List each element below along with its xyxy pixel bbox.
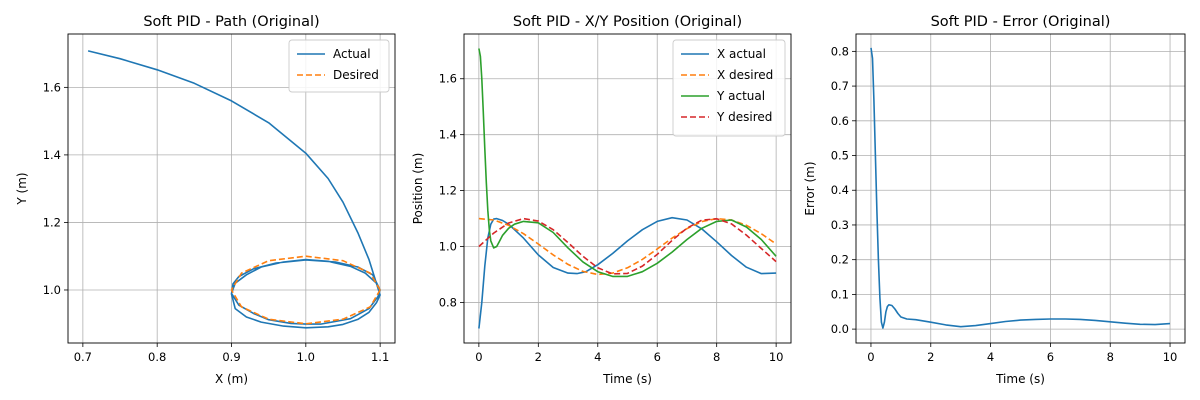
y-tick-label: 0.5 <box>831 149 849 163</box>
y-tick-label: 1.4 <box>439 128 457 142</box>
y-tick-label: 0.0 <box>831 322 849 336</box>
x-tick-label: 6 <box>654 350 661 364</box>
y-tick-label: 0.6 <box>831 114 849 128</box>
y-tick-label: 0.3 <box>831 218 849 232</box>
axes-frame <box>463 33 792 344</box>
y-tick-label: 1.6 <box>439 72 457 86</box>
x-axis-label: Time (s) <box>602 372 652 386</box>
x-axis-label: X (m) <box>215 372 248 386</box>
axes-frame <box>855 33 1186 344</box>
x-tick-label: 0.9 <box>222 350 240 364</box>
chart-path: Soft PID - Path (Original) X (m) Y (m) 0… <box>15 14 396 386</box>
legend-box <box>288 39 390 93</box>
y-tick-label: 0.8 <box>831 44 849 58</box>
y-tick-label: 1.0 <box>43 283 61 297</box>
x-tick-label: 4 <box>987 350 994 364</box>
legend-label: Y actual <box>716 89 765 103</box>
series-line <box>230 255 381 325</box>
x-tick-label: 8 <box>1107 350 1114 364</box>
chart-title: Soft PID - X/Y Position (Original) <box>513 14 742 30</box>
y-tick-label: 0.4 <box>831 183 849 197</box>
legend-label: X actual <box>717 47 766 61</box>
plot-area <box>87 50 381 329</box>
series-line <box>870 47 1171 329</box>
series-line <box>478 48 777 278</box>
chart-position: Soft PID - X/Y Position (Original) Time … <box>411 14 792 386</box>
x-axis-label: Time (s) <box>995 372 1045 386</box>
x-tick-label: 4 <box>594 350 601 364</box>
x-tick-label: 0.7 <box>74 350 92 364</box>
x-tick-label: 1.1 <box>371 350 389 364</box>
series-line <box>478 217 777 276</box>
chart-title: Soft PID - Error (Original) <box>931 14 1111 30</box>
legend: X actual X desired Y actual Y desired <box>672 39 786 137</box>
legend-box <box>672 39 786 137</box>
y-axis-label: Y (m) <box>15 172 29 205</box>
y-tick-label: 0.7 <box>831 79 849 93</box>
x-tick-label: 0 <box>867 350 874 364</box>
legend-label: Desired <box>333 68 379 82</box>
x-tick-label: 1.0 <box>297 350 315 364</box>
x-tick-label: 10 <box>769 350 784 364</box>
x-tick-label: 8 <box>713 350 720 364</box>
legend-label: Y desired <box>716 110 772 124</box>
axes-frame <box>67 33 396 344</box>
chart-title: Soft PID - Path (Original) <box>143 14 319 30</box>
chart-error: Soft PID - Error (Original) Time (s) Err… <box>803 14 1186 386</box>
y-tick-label: 1.2 <box>43 215 61 229</box>
series-line <box>478 216 777 329</box>
y-tick-label: 1.6 <box>43 80 61 94</box>
y-tick-label: 1.4 <box>43 148 61 162</box>
series-line <box>478 217 777 275</box>
y-tick-label: 0.1 <box>831 287 849 301</box>
y-axis-label: Position (m) <box>411 153 425 225</box>
y-tick-label: 1.0 <box>439 240 457 254</box>
legend-label: Actual <box>333 47 371 61</box>
x-tick-label: 2 <box>535 350 542 364</box>
legend-label: X desired <box>717 68 773 82</box>
x-tick-label: 6 <box>1047 350 1054 364</box>
x-tick-label: 10 <box>1163 350 1178 364</box>
y-axis-label: Error (m) <box>803 161 817 215</box>
y-tick-label: 0.2 <box>831 253 849 267</box>
y-tick-label: 0.8 <box>439 295 457 309</box>
x-tick-label: 0.8 <box>148 350 166 364</box>
grid <box>856 34 1185 343</box>
y-tick-label: 1.2 <box>439 184 457 198</box>
series-line <box>87 50 381 329</box>
legend: Actual Desired <box>288 39 390 93</box>
plot-area <box>870 47 1171 329</box>
x-tick-label: 2 <box>927 350 934 364</box>
x-tick-label: 0 <box>475 350 482 364</box>
plot-area <box>478 48 777 329</box>
